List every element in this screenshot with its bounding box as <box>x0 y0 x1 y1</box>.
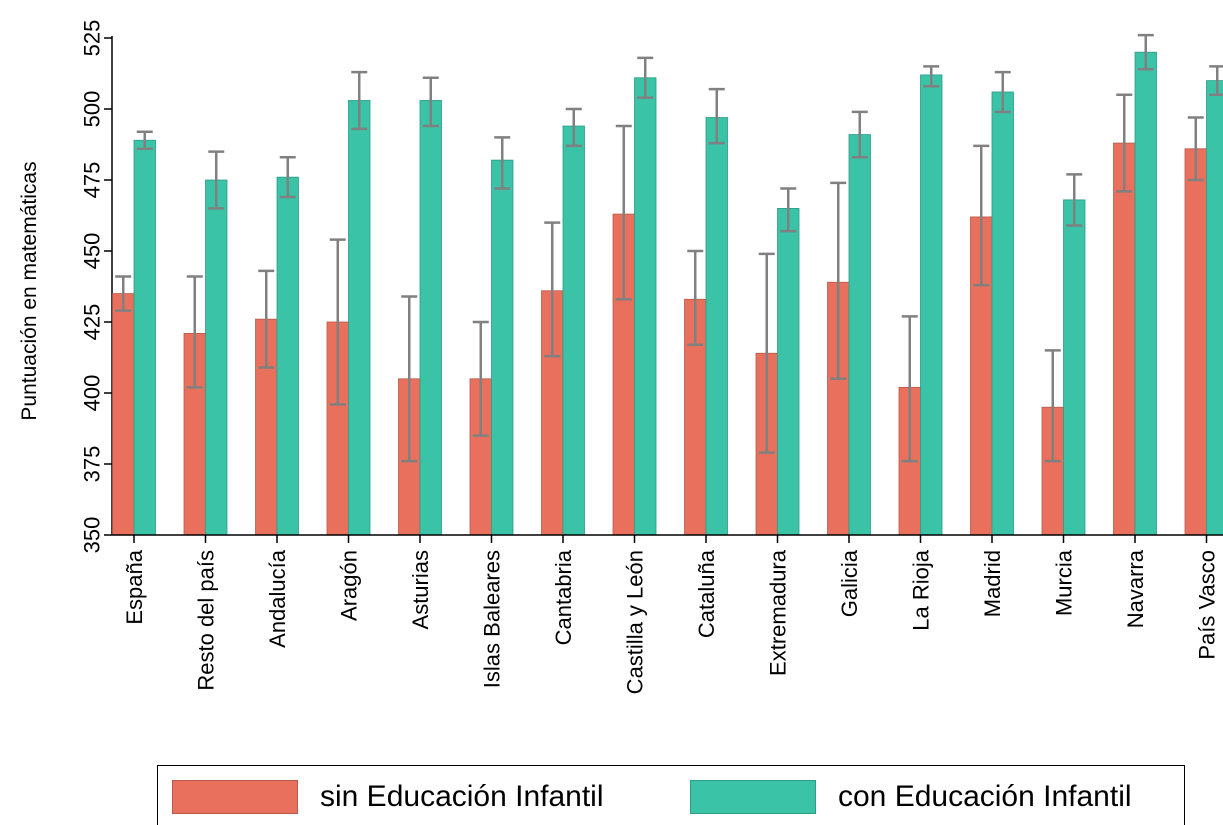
x-tick-label: Castilla y León <box>623 550 648 694</box>
legend-swatch-con <box>690 780 816 814</box>
legend-label-con: con Educación Infantil <box>838 780 1132 813</box>
error-bar <box>279 156 296 199</box>
x-tick-label: Madrid <box>980 550 1005 617</box>
bar-con <box>276 176 299 536</box>
error-bar <box>708 87 725 145</box>
bar-con <box>133 139 156 536</box>
legend-item-con: con Educación Infantil <box>690 780 1132 814</box>
y-tick-label: 500 <box>80 91 105 128</box>
error-bar <box>565 107 582 148</box>
bar-con <box>348 100 371 536</box>
bar-con <box>205 179 228 536</box>
y-tick-label: 525 <box>80 20 105 57</box>
error-bar <box>1066 173 1083 227</box>
bar-con <box>491 159 514 536</box>
error-bar <box>923 65 940 88</box>
error-bar <box>687 249 704 346</box>
error-bar <box>258 269 275 369</box>
error-bar <box>351 70 368 131</box>
error-bar <box>758 252 775 454</box>
legend-item-sin: sin Educación Infantil <box>172 780 604 814</box>
y-tick-label: 400 <box>80 375 105 412</box>
x-tick-label: España <box>122 549 147 624</box>
bar-chart: 350 375 400 425 450 475 500 525 Puntuación en m… <box>18 20 1223 694</box>
error-bar <box>1187 116 1204 182</box>
x-tick-label: Aragón <box>337 550 362 621</box>
y-axis-title: Puntuación en matemáticas <box>18 161 41 420</box>
x-tick-label: Navarra <box>1123 549 1148 628</box>
error-bar <box>994 70 1011 114</box>
error-bar <box>186 275 203 389</box>
error-bar <box>1116 93 1133 193</box>
legend-label-sin: sin Educación Infantil <box>320 780 604 813</box>
error-bar <box>401 295 418 463</box>
x-tick-label: La Rioja <box>909 549 934 630</box>
y-tick-label: 475 <box>80 162 105 199</box>
y-tick-label: 350 <box>80 517 105 554</box>
error-bar <box>851 110 868 159</box>
bar-sin <box>1184 148 1207 536</box>
y-axis: 350 375 400 425 450 475 500 525 <box>80 20 113 554</box>
bar-con <box>1134 51 1157 536</box>
x-axis: España Resto del país Andalucía Aragón Astur… <box>112 534 1223 694</box>
error-bar <box>780 187 797 233</box>
y-tick-label: 375 <box>80 446 105 483</box>
bar-sin <box>112 293 135 536</box>
error-bar <box>136 130 153 151</box>
bar-con <box>705 117 728 536</box>
x-tick-label: Resto del país <box>194 550 219 691</box>
x-tick-label: Asturias <box>408 550 433 629</box>
x-tick-label: Cantabria <box>551 549 576 645</box>
error-bar <box>901 315 918 463</box>
bar-sin <box>1113 142 1136 536</box>
y-tick-label: 450 <box>80 233 105 270</box>
error-bar <box>472 320 489 437</box>
error-bar <box>422 76 439 128</box>
error-bar <box>830 181 847 381</box>
x-tick-label: Andalucía <box>265 549 290 648</box>
bar-con <box>848 134 871 536</box>
bar-con <box>562 125 585 536</box>
error-bar <box>494 136 511 190</box>
error-bar <box>208 150 225 210</box>
error-bars <box>115 33 1223 463</box>
legend: sin Educación Infantil con Educación Inf… <box>157 765 1185 825</box>
x-tick-label: Galicia <box>837 549 862 617</box>
error-bar <box>115 275 132 312</box>
bar-con <box>991 91 1014 536</box>
error-bar <box>544 221 561 358</box>
bar-con <box>777 207 800 536</box>
error-bar <box>973 144 990 287</box>
bars <box>112 51 1223 536</box>
x-tick-label: Extremadura <box>766 549 791 676</box>
error-bar <box>1137 33 1154 71</box>
bar-con <box>1063 199 1086 536</box>
error-bar <box>637 56 654 99</box>
x-tick-label: Cataluña <box>694 549 719 638</box>
bar-con <box>1206 80 1223 536</box>
bar-con <box>634 77 657 536</box>
bar-con <box>920 74 943 536</box>
x-tick-label: Murcia <box>1052 549 1077 616</box>
error-bar <box>329 238 346 406</box>
x-tick-label: País Vasco <box>1195 550 1220 660</box>
bar-con <box>419 100 442 536</box>
legend-swatch-sin <box>172 780 298 814</box>
y-tick-label: 425 <box>80 304 105 341</box>
error-bar <box>615 124 632 301</box>
error-bar <box>1044 349 1061 463</box>
x-tick-label: Islas Baleares <box>480 550 505 688</box>
